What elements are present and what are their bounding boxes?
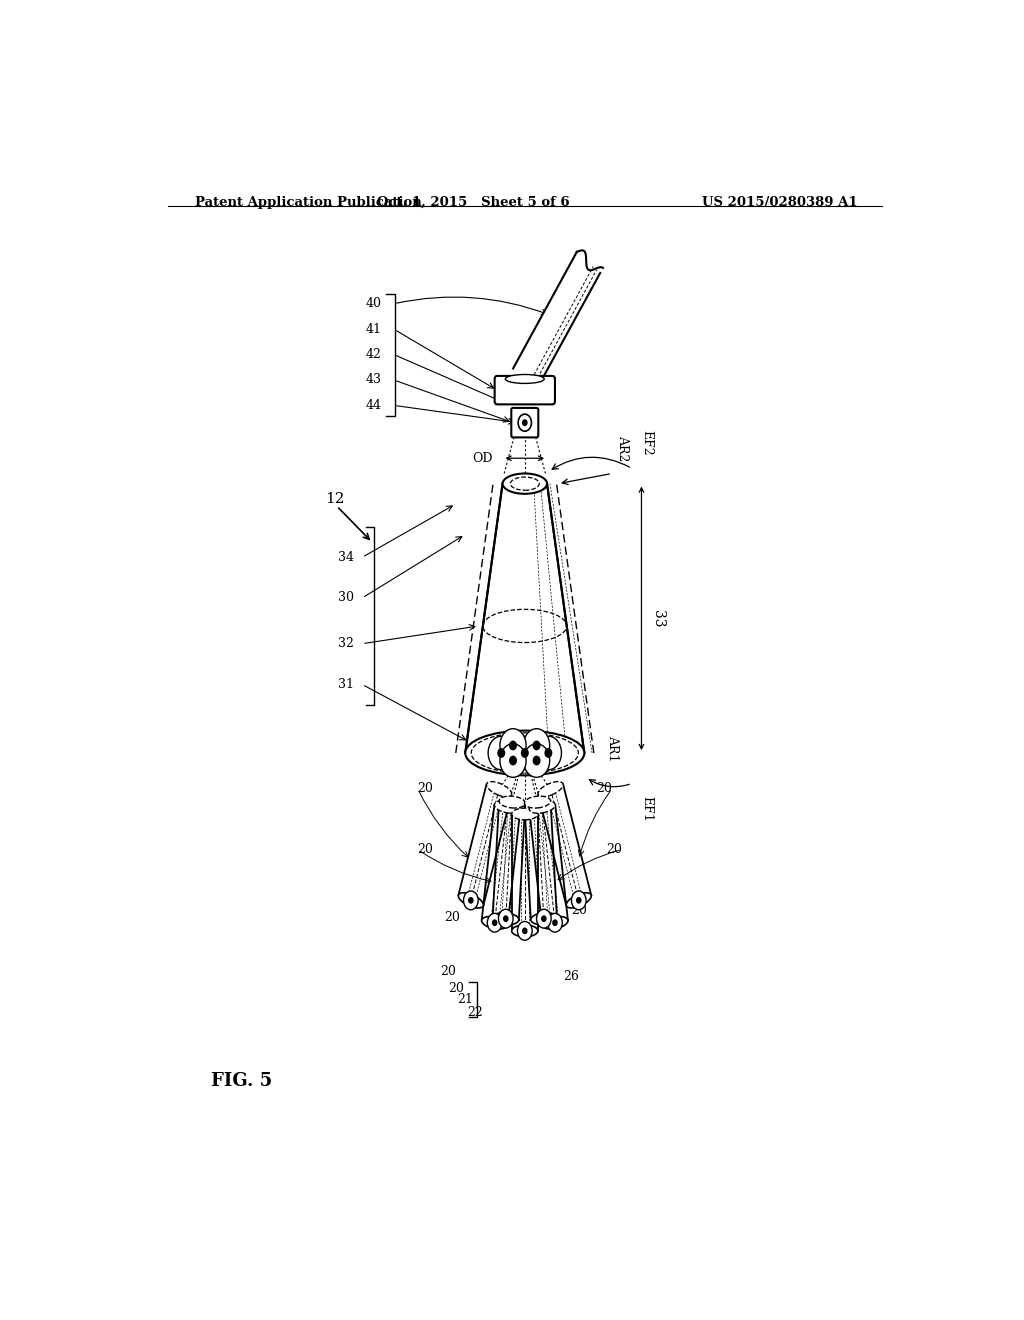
Circle shape [534, 742, 540, 750]
Circle shape [577, 898, 581, 903]
Polygon shape [465, 483, 585, 752]
Ellipse shape [512, 808, 538, 820]
Circle shape [548, 913, 562, 932]
Text: 20: 20 [418, 781, 433, 795]
Text: 34: 34 [338, 550, 354, 564]
Circle shape [522, 928, 527, 933]
Circle shape [469, 898, 473, 903]
Polygon shape [493, 801, 525, 920]
Text: 32: 32 [338, 638, 354, 651]
Circle shape [464, 891, 478, 909]
Ellipse shape [538, 781, 563, 797]
Circle shape [521, 748, 528, 758]
Circle shape [523, 743, 550, 777]
Text: 20: 20 [418, 843, 433, 857]
Text: FIG. 5: FIG. 5 [211, 1072, 272, 1090]
Circle shape [493, 920, 497, 925]
Text: EF2: EF2 [640, 430, 653, 455]
Circle shape [518, 414, 531, 432]
Text: 21: 21 [458, 994, 473, 1006]
Text: AR1: AR1 [606, 735, 618, 762]
Text: OD: OD [472, 451, 494, 465]
Text: 33: 33 [651, 610, 665, 627]
FancyBboxPatch shape [511, 408, 539, 437]
Circle shape [500, 729, 526, 762]
Text: 26: 26 [563, 970, 579, 983]
Circle shape [553, 920, 557, 925]
Ellipse shape [486, 781, 512, 797]
Ellipse shape [530, 912, 557, 924]
FancyBboxPatch shape [495, 376, 555, 404]
Circle shape [499, 909, 513, 928]
Polygon shape [524, 801, 557, 920]
Polygon shape [513, 252, 600, 389]
Circle shape [571, 891, 586, 909]
Circle shape [523, 729, 550, 762]
Text: 22: 22 [467, 1006, 482, 1019]
Ellipse shape [495, 801, 520, 813]
Text: 20: 20 [440, 965, 456, 978]
Circle shape [488, 737, 514, 770]
Polygon shape [512, 814, 538, 931]
Circle shape [517, 921, 532, 940]
Ellipse shape [493, 912, 519, 924]
Text: 20: 20 [443, 911, 460, 924]
Circle shape [537, 909, 551, 928]
Text: Oct. 1, 2015   Sheet 5 of 6: Oct. 1, 2015 Sheet 5 of 6 [377, 195, 569, 209]
Circle shape [545, 748, 552, 758]
Text: EF1: EF1 [640, 796, 653, 822]
Circle shape [498, 748, 505, 758]
Text: 20: 20 [570, 904, 587, 917]
Ellipse shape [542, 916, 568, 929]
Text: 41: 41 [366, 322, 382, 335]
Circle shape [536, 737, 561, 770]
Text: 31: 31 [338, 678, 354, 690]
Text: 12: 12 [325, 492, 344, 506]
Ellipse shape [512, 925, 538, 937]
Polygon shape [481, 805, 520, 925]
Ellipse shape [499, 796, 525, 808]
Circle shape [510, 756, 516, 764]
Text: 40: 40 [366, 297, 382, 310]
Text: 20: 20 [606, 843, 622, 857]
Circle shape [504, 916, 508, 921]
Text: 43: 43 [366, 374, 382, 387]
Text: 20: 20 [596, 781, 612, 795]
Circle shape [487, 913, 502, 932]
Ellipse shape [465, 731, 585, 775]
Circle shape [522, 420, 527, 425]
Text: US 2015/0280389 A1: US 2015/0280389 A1 [702, 195, 858, 209]
Text: 20: 20 [449, 982, 465, 995]
Circle shape [500, 743, 526, 777]
Ellipse shape [459, 892, 483, 908]
Ellipse shape [481, 916, 508, 929]
Text: 30: 30 [338, 591, 354, 605]
Polygon shape [459, 784, 512, 906]
Ellipse shape [503, 474, 547, 494]
Text: Patent Application Publication: Patent Application Publication [196, 195, 422, 209]
Ellipse shape [566, 892, 591, 908]
Text: AR2: AR2 [616, 434, 629, 461]
Circle shape [534, 756, 540, 764]
Polygon shape [538, 784, 591, 906]
Ellipse shape [529, 801, 555, 813]
Ellipse shape [524, 796, 551, 808]
Text: 42: 42 [366, 348, 382, 362]
Polygon shape [529, 805, 568, 925]
Circle shape [510, 742, 516, 750]
Text: 44: 44 [366, 399, 382, 412]
Circle shape [542, 916, 546, 921]
Circle shape [512, 737, 538, 770]
Ellipse shape [506, 375, 544, 383]
